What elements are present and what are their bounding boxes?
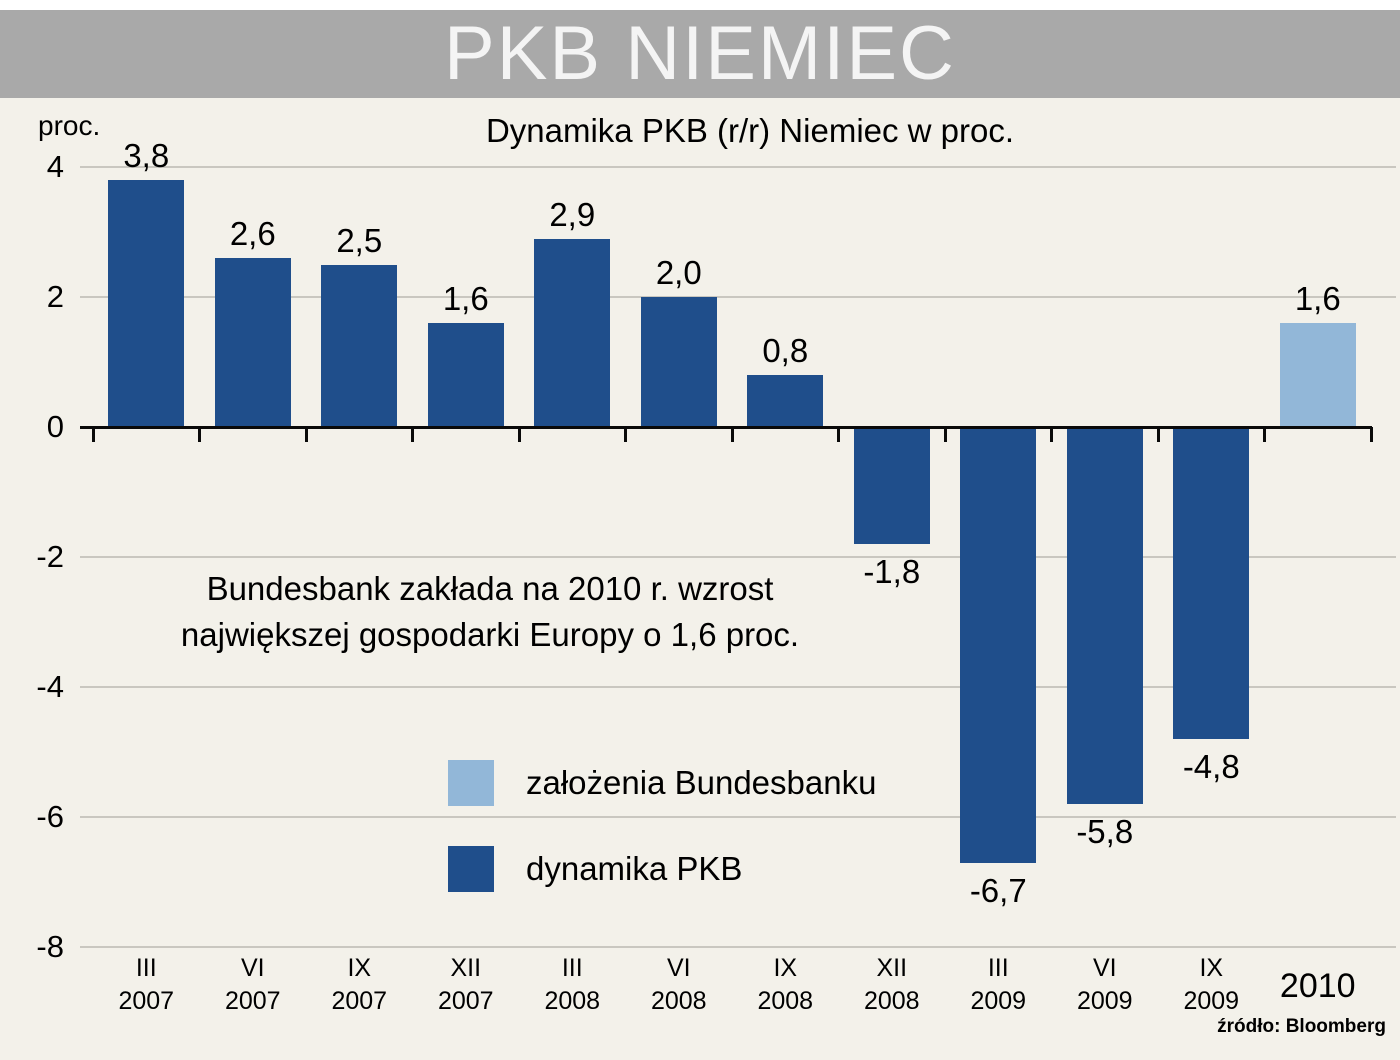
x-label-III-2007-quarter: III [135,954,157,982]
axis-tick-0 [91,427,95,442]
bar-value-III-2009: -6,7 [969,871,1027,909]
chart-title: Dynamika PKB (r/r) Niemiec w proc. [485,112,1015,149]
gridline--8 [80,946,1396,948]
bar-value-III-2007: 3,8 [123,137,170,174]
legend-label-gdp-dynamics: dynamika PKB [526,850,743,887]
x-label-VI-2007-year: 2007 [224,987,281,1015]
bar-value-XII-2008: -1,8 [863,553,921,590]
gridline--4 [80,686,1396,688]
bar-IX-2008 [747,375,824,427]
y-tick-label--2: -2 [36,539,64,574]
axis-tick-3 [411,427,414,442]
gridline--2 [80,556,1396,558]
source-credit: źródło: Bloomberg [1217,1016,1386,1037]
gridline--6 [80,816,1396,818]
x-label-XII-2007-quarter: XII [450,954,482,982]
banner-title: PKB NIEMIEC [444,11,956,96]
x-label-III-2009-quarter: III [987,954,1009,982]
x-label-III-2008-quarter: III [561,954,583,982]
y-tick-label-2: 2 [46,279,64,314]
axis-tick-2 [304,427,308,442]
annotation-line1: Bundesbank zakłada na 2010 r. wzrost [206,570,774,607]
axis-tick-11 [1263,427,1266,442]
x-label-XII-2007-year: 2007 [437,987,494,1015]
legend-swatch-bundesbank-assumption [448,760,494,806]
x-label-VI-2009-quarter: VI [1092,954,1117,982]
x-label-VI-2008-quarter: VI [666,954,691,982]
banner: PKB NIEMIEC [0,10,1400,98]
axis-tick-1 [198,427,201,442]
x-label-2010: 2010 [1279,967,1356,1005]
bar-VI-2008 [640,297,717,427]
x-label-IX-2009-quarter: IX [1199,954,1224,982]
gridline-4 [80,166,1396,168]
axis-tick-5 [624,427,627,442]
bar-XII-2008 [853,427,930,544]
legend-label-bundesbank-assumption: założenia Bundesbanku [526,764,877,801]
x-label-IX-2009-year: 2009 [1183,987,1240,1015]
x-label-IX-2008-quarter: IX [773,954,798,982]
axis-tick-6 [730,427,734,442]
bar-III-2007 [108,180,185,427]
bar-VI-2007 [214,258,291,427]
axis-tick-4 [517,427,521,442]
bar-XII-2007 [427,323,504,427]
y-tick-label-4: 4 [46,149,64,184]
legend-item-gdp-dynamics: dynamika PKB [448,846,742,892]
legend-swatch-gdp-dynamics [448,846,494,892]
axis-tick-7 [837,427,840,442]
x-label-XII-2008-quarter: XII [876,954,908,982]
x-label-IX-2007-year: 2007 [331,987,388,1015]
bar-value-III-2008: 2,9 [549,195,596,233]
x-label-III-2008-year: 2008 [544,987,601,1015]
x-label-VI-2008-year: 2008 [650,987,707,1015]
x-label-XII-2008-year: 2008 [863,987,920,1015]
y-tick-label--8: -8 [36,929,64,964]
bar-III-2008 [534,238,611,427]
x-label-VI-2007-quarter: VI [240,954,265,982]
y-axis-unit-label: proc. [38,110,101,141]
x-axis-line [80,426,1372,429]
axis-tick-8 [943,427,947,442]
y-tick-label--4: -4 [36,669,64,704]
bar-value-VI-2009: -5,8 [1076,813,1134,850]
bar-value-2010: 1,6 [1294,280,1341,317]
annotation-line2: największej gospodarki Europy o 1,6 proc… [180,616,800,653]
axis-tick-12 [1369,427,1373,442]
x-label-III-2007-year: 2007 [118,987,175,1015]
axis-tick-10 [1156,427,1160,442]
bar-2010 [1279,323,1356,427]
y-tick-label--6: -6 [36,799,64,834]
bar-value-IX-2009: -4,8 [1182,748,1240,785]
x-label-VI-2009-year: 2009 [1076,987,1133,1015]
bar-value-IX-2008: 0,8 [762,332,809,369]
bar-value-VI-2008: 2,0 [655,254,702,291]
bar-value-VI-2007: 2,6 [229,215,276,252]
bar-IX-2007 [321,264,398,427]
x-label-IX-2008-year: 2008 [757,987,814,1015]
x-label-IX-2007-quarter: IX [347,954,372,982]
legend-item-bundesbank-assumption: założenia Bundesbanku [448,760,876,806]
annotation: Bundesbank zakłada na 2010 r. wzrost naj… [110,566,870,658]
x-label-III-2009-year: 2009 [970,987,1027,1015]
axis-tick-9 [1050,427,1053,442]
bar-VI-2009 [1066,427,1143,804]
gridline-2 [80,296,1396,298]
bar-III-2009 [960,427,1037,863]
bar-value-XII-2007: 1,6 [442,280,489,317]
bar-value-IX-2007: 2,5 [336,221,383,259]
y-tick-label-0: 0 [46,409,64,444]
bar-IX-2009 [1173,427,1250,739]
